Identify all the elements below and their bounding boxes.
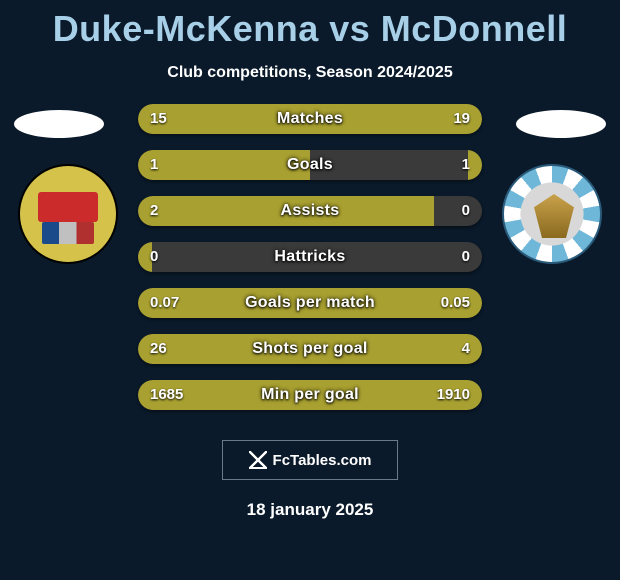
club-badge-right (502, 164, 602, 264)
brand-logo[interactable]: FcTables.com (222, 440, 398, 480)
stat-label: Assists (138, 196, 482, 226)
stat-row: 00Hattricks (138, 242, 482, 272)
chart-icon (249, 451, 267, 469)
club-badge-left (18, 164, 118, 264)
stat-label: Min per goal (138, 380, 482, 410)
stat-bars: 1519Matches 11Goals 20Assists 00Hattricks 0.… (138, 104, 482, 426)
stat-row: 16851910Min per goal (138, 380, 482, 410)
page-title: Duke-McKenna vs McDonnell (0, 0, 620, 50)
brand-text: FcTables.com (273, 452, 372, 469)
stat-row: 20Assists (138, 196, 482, 226)
stat-label: Goals per match (138, 288, 482, 318)
stat-row: 264Shots per goal (138, 334, 482, 364)
player-pill-right (516, 110, 606, 138)
player-pill-left (14, 110, 104, 138)
stat-row: 11Goals (138, 150, 482, 180)
stat-label: Matches (138, 104, 482, 134)
stat-row: 1519Matches (138, 104, 482, 134)
stat-label: Shots per goal (138, 334, 482, 364)
stat-label: Goals (138, 150, 482, 180)
stat-row: 0.070.05Goals per match (138, 288, 482, 318)
page-subtitle: Club competitions, Season 2024/2025 (0, 64, 620, 82)
stat-label: Hattricks (138, 242, 482, 272)
page-date: 18 january 2025 (0, 500, 620, 520)
